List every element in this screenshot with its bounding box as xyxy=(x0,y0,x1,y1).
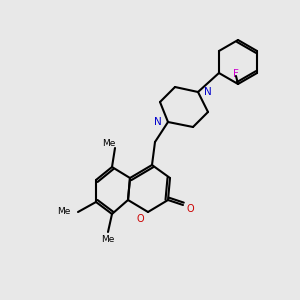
Text: N: N xyxy=(154,117,162,127)
Text: Me: Me xyxy=(57,208,70,217)
Text: F: F xyxy=(233,69,239,79)
Text: Me: Me xyxy=(102,140,116,148)
Text: O: O xyxy=(136,214,144,224)
Text: O: O xyxy=(186,204,194,214)
Text: N: N xyxy=(204,87,212,97)
Text: Me: Me xyxy=(101,236,115,244)
